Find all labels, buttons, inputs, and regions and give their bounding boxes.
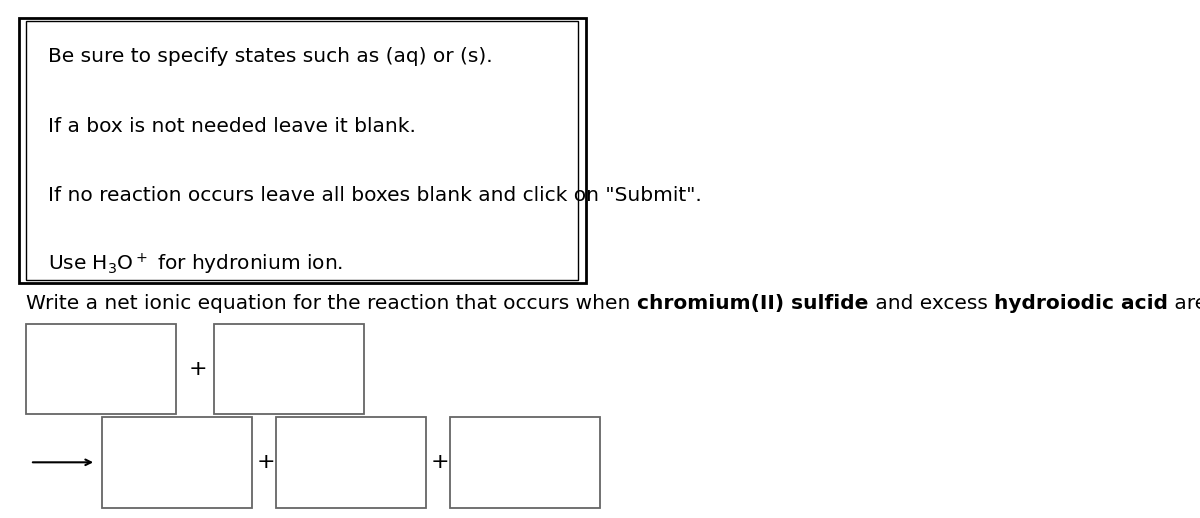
Text: If a box is not needed leave it blank.: If a box is not needed leave it blank.: [48, 117, 416, 136]
Text: Be sure to specify states such as (aq) or (s).: Be sure to specify states such as (aq) o…: [48, 48, 493, 66]
Text: Write a net ionic equation for the reaction that occurs when: Write a net ionic equation for the react…: [26, 294, 637, 312]
Text: are combined.: are combined.: [1168, 294, 1200, 312]
Bar: [26, 21, 578, 280]
Bar: [19, 18, 586, 283]
Text: +: +: [257, 452, 276, 472]
Text: hydroiodic acid: hydroiodic acid: [994, 294, 1168, 312]
Text: If no reaction occurs leave all boxes blank and click on "Submit".: If no reaction occurs leave all boxes bl…: [48, 185, 702, 205]
Bar: [276, 417, 426, 508]
Bar: [214, 324, 364, 414]
Bar: [26, 324, 176, 414]
Text: Use $\mathrm{H_3O^+}$ for hydronium ion.: Use $\mathrm{H_3O^+}$ for hydronium ion.: [48, 252, 343, 277]
Text: +: +: [431, 452, 450, 472]
Text: and excess: and excess: [869, 294, 994, 312]
Text: +: +: [188, 359, 208, 379]
Text: chromium(II) sulfide: chromium(II) sulfide: [637, 294, 869, 312]
Bar: [450, 417, 600, 508]
Bar: [102, 417, 252, 508]
